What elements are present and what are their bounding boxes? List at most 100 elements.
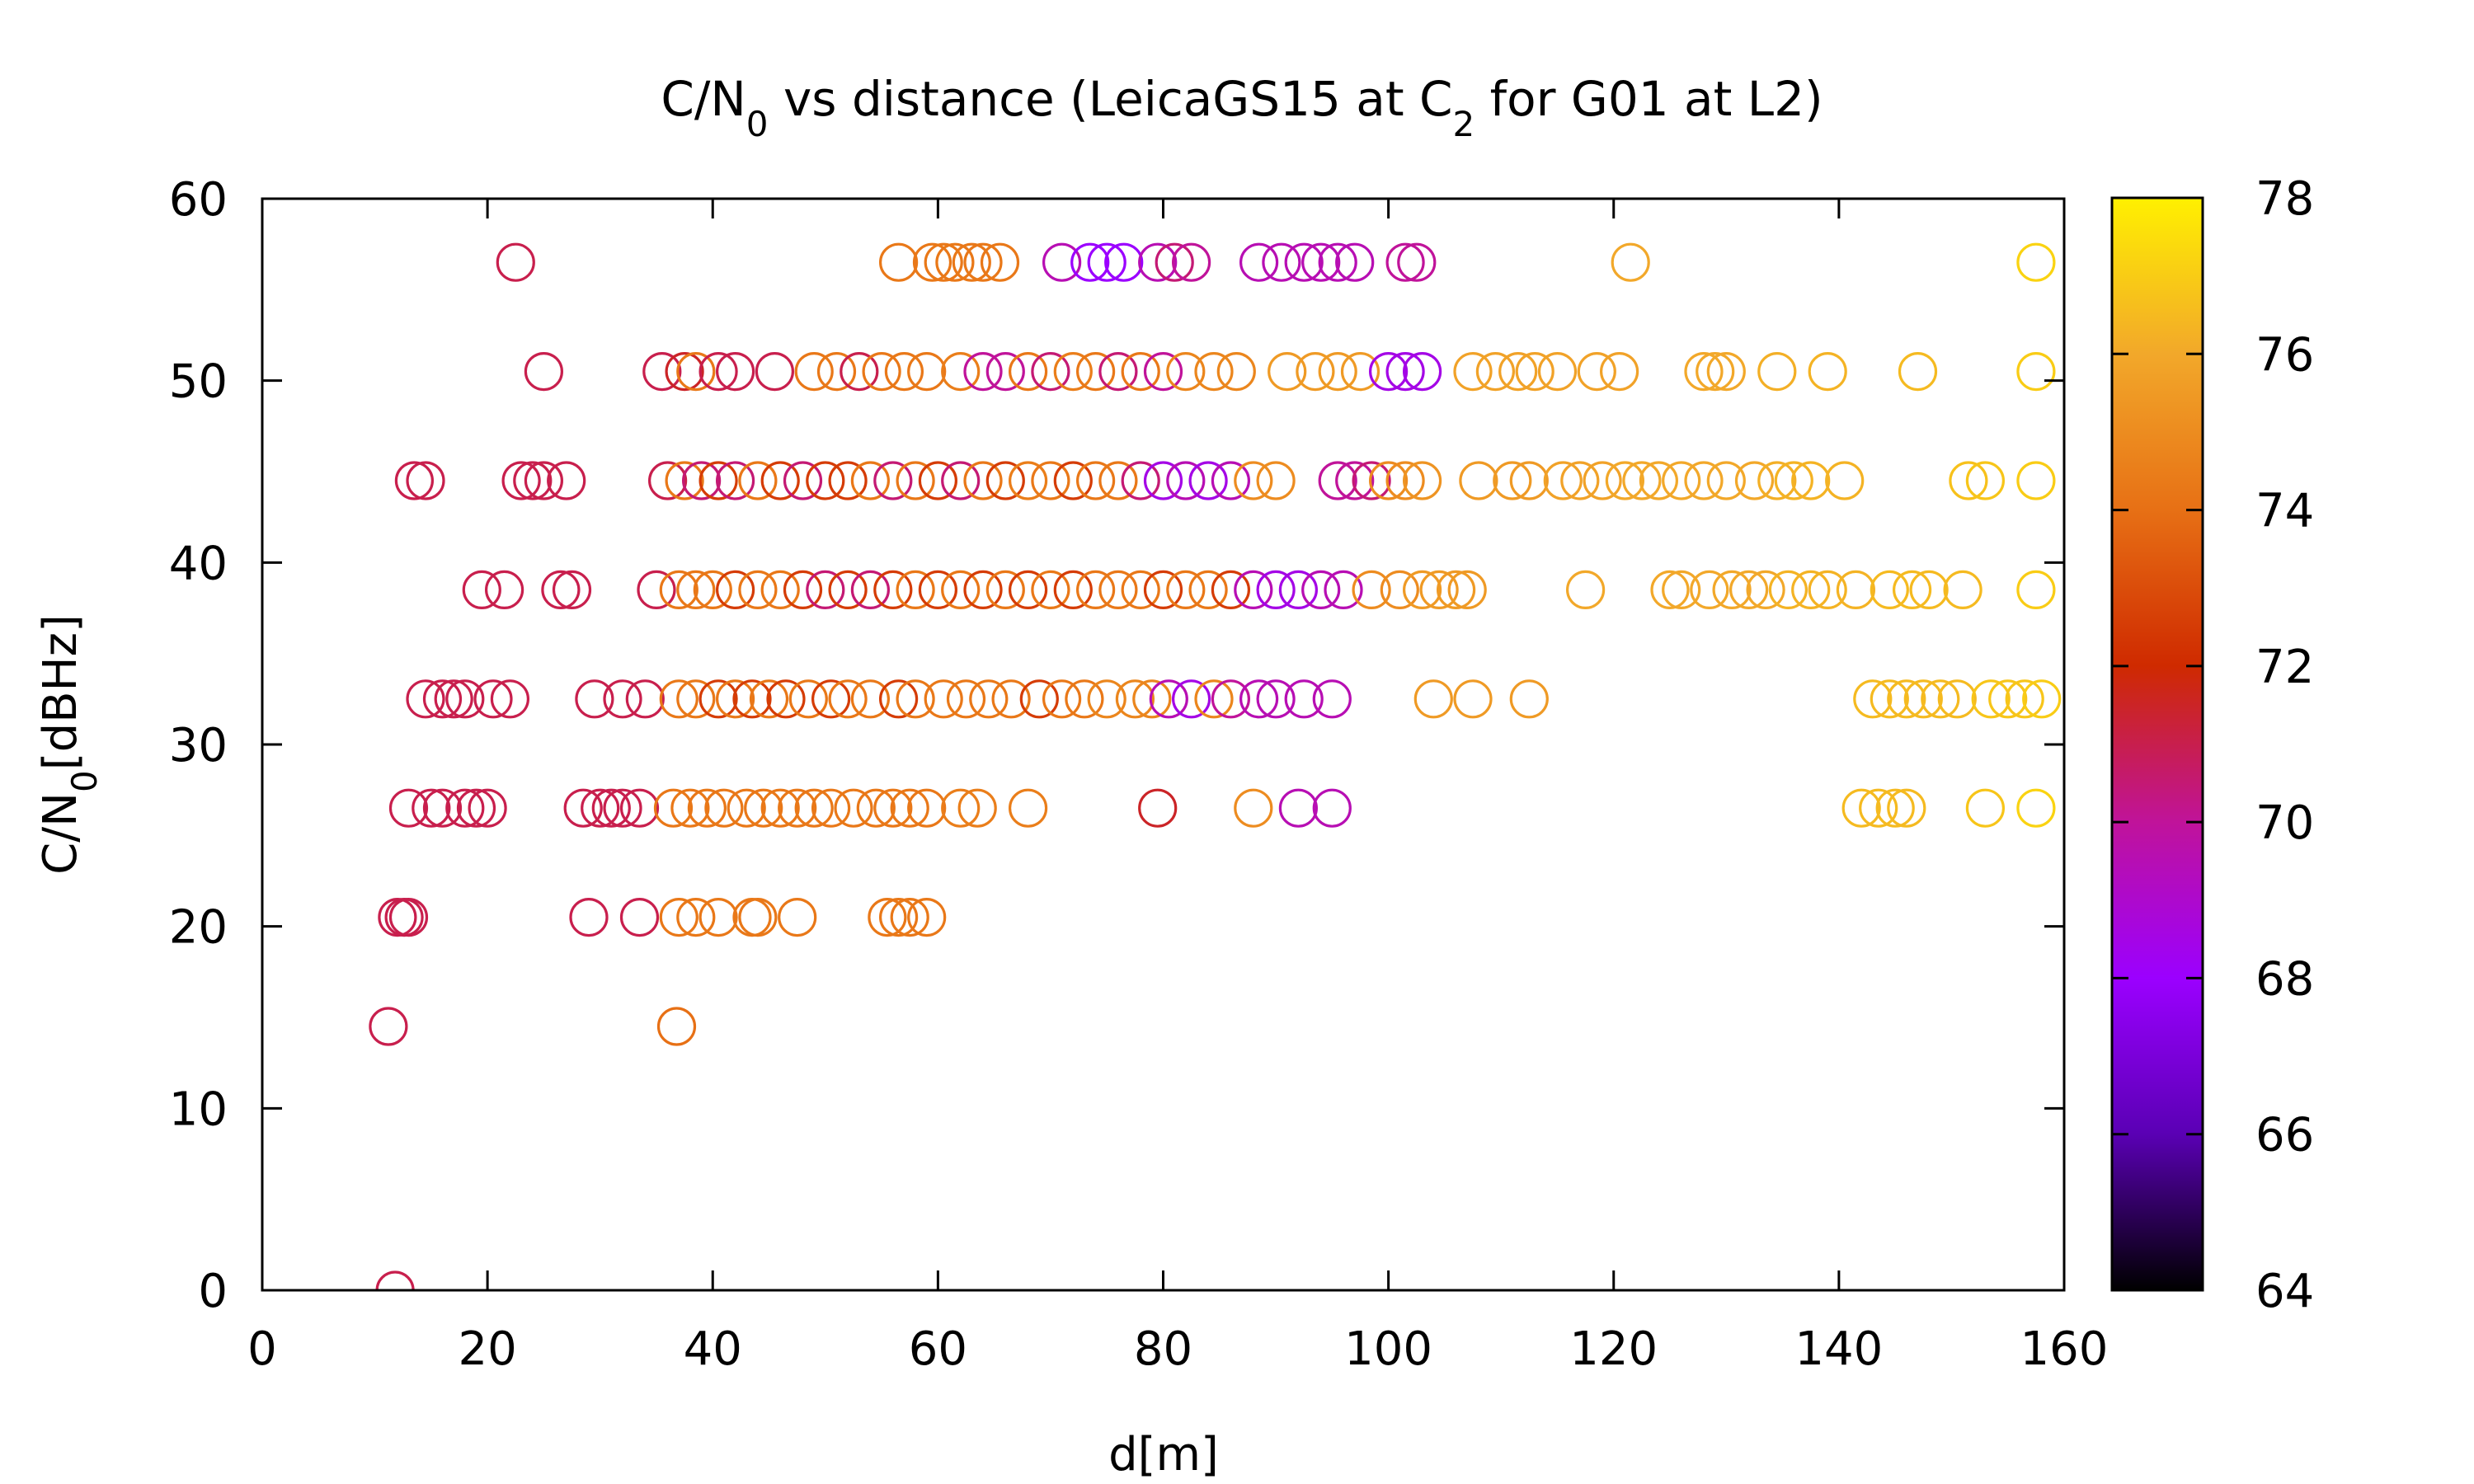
data-point (873, 461, 913, 500)
data-point (1324, 570, 1363, 610)
data-point (778, 897, 817, 937)
data-point (1965, 788, 2005, 828)
data-point (1098, 461, 1138, 500)
data-point (1031, 352, 1070, 392)
data-point (744, 788, 783, 828)
data-point (1870, 679, 1909, 719)
data-point (468, 788, 507, 828)
data-point (1312, 788, 1352, 828)
x-tick-label: 100 (1344, 1322, 1432, 1376)
data-point (1808, 352, 1847, 392)
colorbar-tick-label: 76 (2255, 328, 2314, 382)
data-point (896, 679, 935, 719)
data-point (1143, 461, 1183, 500)
data-point (1746, 570, 1785, 610)
data-point (1008, 788, 1048, 828)
data-point (1121, 570, 1160, 610)
data-point (1256, 570, 1296, 610)
data-point (698, 461, 738, 500)
x-tick-label: 160 (2020, 1322, 2109, 1376)
data-point (941, 461, 981, 500)
data-point (1115, 679, 1155, 719)
data-point (924, 242, 963, 282)
data-point (1577, 352, 1616, 392)
data-point (1413, 679, 1453, 719)
data-point (1188, 461, 1228, 500)
data-point (676, 352, 716, 392)
data-point (1560, 461, 1600, 500)
data-point (665, 352, 704, 392)
data-point (1211, 679, 1251, 719)
data-point (935, 242, 975, 282)
data-point (794, 352, 834, 392)
data-point (1368, 461, 1409, 500)
data-point (445, 788, 485, 828)
data-point (1515, 352, 1554, 392)
data-point (1662, 461, 1701, 500)
data-point (1188, 570, 1228, 610)
data-point (1155, 242, 1194, 282)
data-point (1335, 242, 1375, 282)
data-point (653, 788, 694, 828)
data-point (1870, 570, 1909, 610)
data-point (1256, 461, 1296, 500)
data-point (1138, 242, 1178, 282)
data-point (2016, 570, 2056, 610)
data-point (1284, 242, 1324, 282)
data-point (1791, 461, 1831, 500)
data-point (1875, 788, 1915, 828)
data-point (369, 1007, 408, 1046)
data-point (1368, 352, 1409, 392)
data-point (1075, 461, 1116, 500)
data-point (738, 897, 778, 937)
data-point (907, 897, 947, 937)
data-point (1565, 570, 1606, 610)
data-point (907, 352, 947, 392)
data-point (1211, 570, 1251, 610)
data-point (946, 679, 986, 719)
data-point (952, 242, 991, 282)
data-point (1921, 679, 1960, 719)
data-point (1385, 461, 1425, 500)
data-point (1256, 679, 1296, 719)
data-point (1971, 679, 2011, 719)
data-point (1268, 352, 1307, 392)
colorbar-tick-label: 68 (2255, 952, 2314, 1006)
data-point (1104, 242, 1144, 282)
data-point (715, 679, 755, 719)
data-point (412, 788, 451, 828)
data-point (1436, 570, 1476, 610)
data-point (1239, 242, 1279, 282)
data-point (788, 679, 828, 719)
data-point (1859, 788, 1898, 828)
data-point (1087, 679, 1126, 719)
data-point (1098, 352, 1138, 392)
data-point (591, 788, 631, 828)
data-point (513, 461, 553, 500)
data-point (924, 679, 963, 719)
data-point (907, 788, 947, 828)
data-point (850, 461, 891, 500)
data-point (856, 788, 896, 828)
data-point (957, 788, 997, 828)
y-tick-label: 40 (169, 537, 228, 590)
data-point (896, 570, 935, 610)
data-point (1706, 352, 1746, 392)
data-point (541, 570, 581, 610)
colorbar-tick-label: 74 (2255, 485, 2314, 538)
data-point (1312, 679, 1352, 719)
data-point (1194, 679, 1234, 719)
data-point (1211, 461, 1251, 500)
data-point (422, 788, 463, 828)
data-point (1318, 461, 1357, 500)
data-point (1808, 570, 1847, 610)
data-point (1042, 679, 1082, 719)
data-point (806, 570, 845, 610)
data-point (850, 679, 891, 719)
data-point (878, 679, 919, 719)
data-point (868, 897, 907, 937)
data-point (963, 352, 1003, 392)
data-point (963, 242, 1003, 282)
data-point (760, 570, 800, 610)
data-point (963, 570, 1003, 610)
